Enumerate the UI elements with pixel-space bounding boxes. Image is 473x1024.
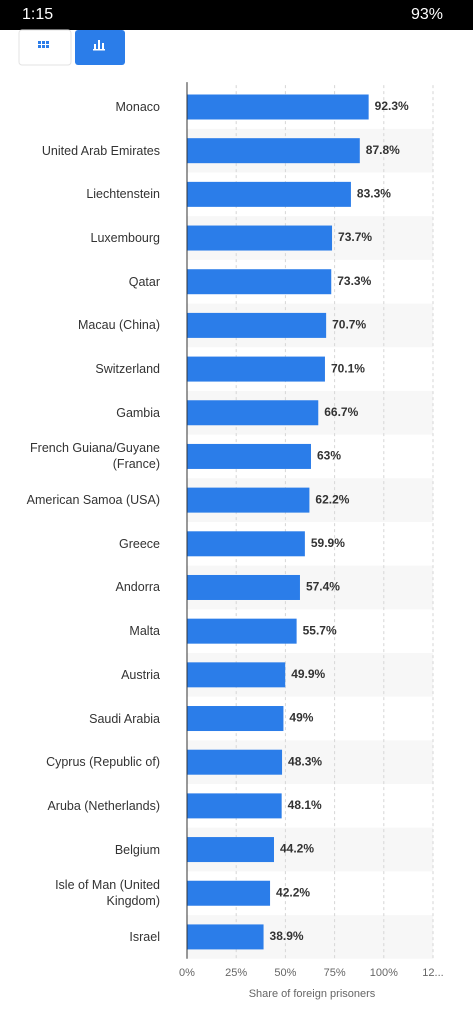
x-tick-label: 0% [179, 967, 195, 979]
bar [187, 225, 333, 251]
bar [187, 356, 325, 382]
category-label: French Guiana/Guyane (France) [30, 441, 160, 472]
bar [187, 662, 286, 688]
bar [187, 312, 327, 338]
value-label: 49% [289, 711, 313, 725]
category-label: Greece [119, 536, 160, 551]
value-label: 49.9% [291, 667, 325, 681]
bar [187, 531, 305, 557]
bar [187, 269, 332, 295]
value-label: 62.2% [315, 492, 349, 506]
grid-icon [38, 41, 49, 48]
category-label: American Samoa (USA) [26, 493, 160, 508]
bar [187, 181, 351, 207]
bar [187, 138, 360, 164]
bar [187, 487, 310, 513]
bar [187, 443, 311, 469]
category-label: Macau (China) [78, 318, 160, 333]
category-label: Israel [129, 929, 160, 944]
bar [187, 706, 284, 732]
bar [187, 924, 264, 950]
category-label: Switzerland [95, 362, 160, 377]
value-label: 48.3% [288, 754, 322, 768]
value-label: 44.2% [280, 842, 314, 856]
value-label: 92.3% [375, 99, 409, 113]
value-label: 70.7% [332, 318, 366, 332]
value-label: 63% [317, 449, 341, 463]
value-label: 38.9% [270, 929, 304, 943]
x-tick-label: 12... [422, 967, 443, 979]
value-label: 70.1% [331, 361, 365, 375]
category-label: Isle of Man (United Kingdom) [55, 878, 160, 909]
bar [187, 749, 283, 775]
bar [187, 880, 271, 906]
bar [187, 574, 300, 600]
category-label: United Arab Emirates [41, 143, 160, 158]
category-label: Gambia [116, 405, 160, 420]
clock: 1:15 [22, 6, 54, 23]
value-label: 48.1% [288, 798, 322, 812]
x-tick-label: 25% [225, 967, 247, 979]
value-label: 66.7% [324, 405, 358, 419]
category-label: Liechtenstein [86, 187, 160, 202]
value-label: 55.7% [303, 623, 337, 637]
category-label: Luxembourg [90, 231, 161, 246]
x-tick-label: 100% [370, 967, 398, 979]
value-label: 42.2% [276, 885, 310, 899]
value-label: 73.3% [337, 274, 371, 288]
bar [187, 400, 319, 426]
category-label: Malta [129, 624, 160, 639]
x-axis-title: Share of foreign prisoners [249, 988, 376, 1000]
category-label: Austria [121, 667, 160, 682]
category-label: Monaco [115, 100, 160, 114]
value-label: 57.4% [306, 580, 340, 594]
bar-icon [93, 40, 105, 51]
x-tick-label: 75% [324, 967, 346, 979]
category-label: Qatar [128, 274, 160, 289]
category-label: Cyprus (Republic of) [46, 755, 160, 770]
value-label: 59.9% [311, 536, 345, 550]
bar [187, 94, 369, 120]
value-label: 87.8% [366, 143, 400, 157]
value-label: 73.7% [338, 230, 372, 244]
bar [187, 837, 274, 863]
battery: 93% [410, 6, 443, 23]
value-label: 83.3% [357, 187, 391, 201]
status-bar: 1:15 93% [0, 0, 473, 30]
category-label: Belgium [114, 842, 160, 857]
category-label: Andorra [115, 580, 160, 595]
category-label: Saudi Arabia [89, 711, 160, 726]
x-tick-label: 50% [274, 967, 296, 979]
bar [187, 793, 282, 819]
category-label: Aruba (Netherlands) [47, 798, 160, 813]
bar [187, 618, 297, 644]
